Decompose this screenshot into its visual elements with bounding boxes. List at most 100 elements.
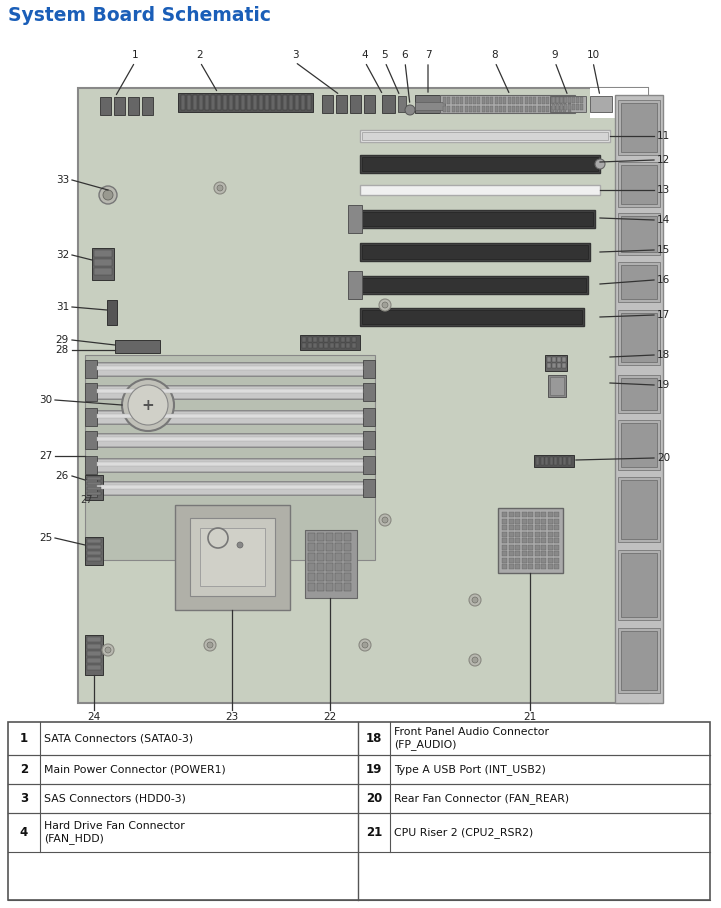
Text: 27: 27: [81, 495, 93, 505]
Bar: [87, 557, 101, 561]
Text: 10: 10: [586, 50, 600, 60]
Bar: [352, 343, 355, 348]
Bar: [567, 97, 571, 104]
Bar: [534, 545, 539, 549]
Bar: [175, 505, 290, 610]
Bar: [508, 518, 513, 524]
Circle shape: [207, 642, 213, 648]
Bar: [277, 95, 281, 110]
Bar: [300, 335, 360, 350]
Bar: [97, 363, 363, 375]
Bar: [486, 106, 489, 112]
Bar: [317, 543, 324, 551]
Bar: [456, 106, 459, 112]
Bar: [362, 157, 598, 171]
Bar: [344, 573, 351, 581]
Bar: [362, 245, 588, 259]
Bar: [542, 106, 545, 112]
Bar: [515, 558, 520, 562]
Bar: [525, 97, 528, 104]
Bar: [515, 525, 520, 530]
Text: 29: 29: [56, 335, 69, 345]
Bar: [313, 337, 317, 342]
Bar: [229, 95, 233, 110]
Bar: [253, 95, 257, 110]
Bar: [515, 531, 520, 537]
Bar: [541, 564, 546, 569]
Bar: [211, 95, 215, 110]
Bar: [552, 97, 555, 103]
Bar: [340, 343, 345, 348]
Bar: [559, 106, 562, 112]
Bar: [78, 88, 648, 703]
Text: SAS Connectors (HDD0-3): SAS Connectors (HDD0-3): [44, 794, 186, 804]
Circle shape: [204, 639, 216, 651]
Bar: [525, 106, 528, 112]
Bar: [515, 538, 520, 543]
Bar: [521, 518, 526, 524]
Bar: [541, 525, 546, 530]
Bar: [360, 243, 590, 261]
Text: System Board Schematic: System Board Schematic: [8, 6, 271, 25]
Text: 13: 13: [657, 185, 671, 195]
Text: 23: 23: [226, 712, 239, 722]
Circle shape: [595, 159, 605, 169]
Bar: [360, 210, 595, 228]
Bar: [217, 95, 221, 110]
Circle shape: [103, 190, 113, 200]
Bar: [451, 106, 455, 112]
Bar: [223, 95, 227, 110]
Bar: [464, 106, 467, 112]
Bar: [85, 537, 103, 565]
Bar: [460, 97, 463, 104]
Bar: [364, 95, 375, 113]
Bar: [621, 103, 657, 152]
Bar: [190, 518, 275, 596]
Bar: [502, 525, 507, 530]
Bar: [554, 525, 559, 530]
Bar: [181, 95, 185, 110]
Bar: [205, 95, 209, 110]
Bar: [95, 410, 365, 424]
Bar: [528, 512, 533, 517]
Bar: [502, 564, 507, 569]
Circle shape: [105, 647, 111, 653]
Bar: [547, 97, 549, 104]
Bar: [515, 545, 520, 549]
Bar: [352, 337, 355, 342]
Bar: [563, 97, 567, 104]
Bar: [580, 104, 583, 110]
Bar: [552, 357, 556, 362]
Text: 28: 28: [56, 345, 69, 355]
Bar: [554, 512, 559, 517]
Bar: [554, 558, 559, 562]
Bar: [564, 104, 567, 110]
Bar: [87, 482, 101, 485]
Bar: [536, 457, 539, 465]
Bar: [534, 551, 539, 556]
Circle shape: [214, 182, 226, 194]
Bar: [326, 563, 333, 571]
Bar: [547, 538, 552, 543]
Bar: [512, 106, 515, 112]
Bar: [508, 106, 510, 112]
Text: 17: 17: [657, 310, 671, 320]
Bar: [502, 551, 507, 556]
Bar: [265, 95, 269, 110]
Circle shape: [99, 186, 117, 204]
Text: 1: 1: [132, 50, 138, 60]
Bar: [97, 482, 363, 494]
Bar: [87, 665, 101, 670]
Bar: [547, 525, 552, 530]
Bar: [502, 545, 507, 549]
Bar: [528, 518, 533, 524]
Text: 8: 8: [492, 50, 498, 60]
Bar: [326, 533, 333, 541]
Bar: [562, 357, 566, 362]
Bar: [528, 545, 533, 549]
Bar: [363, 408, 375, 426]
Bar: [87, 545, 101, 549]
Bar: [547, 357, 551, 362]
Bar: [85, 408, 97, 426]
Bar: [529, 97, 532, 104]
